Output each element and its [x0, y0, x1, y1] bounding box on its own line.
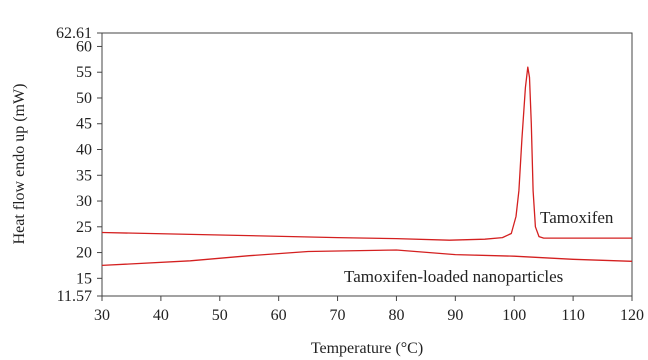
series-lines: [101, 66, 633, 267]
x-tick-label-8: 110: [561, 307, 584, 324]
y-tick-label-1: 15: [76, 270, 92, 287]
x-axis-ticks: 30 40 50 60 70 80 90 100 110 120: [94, 296, 644, 324]
y-tick-label-9: 55: [76, 64, 92, 81]
y-tick-label-10: 60: [76, 38, 92, 55]
series-label-tamoxifen: Tamoxifen: [540, 208, 614, 227]
y-axis-title: Heat flow endo up (mW): [11, 84, 28, 245]
x-tick-label-3: 60: [271, 307, 287, 324]
plot-area-frame: [101, 32, 633, 297]
y-tick-label-2: 20: [76, 245, 92, 262]
y-tick-label-7: 45: [76, 116, 92, 133]
y-tick-label-6: 40: [76, 142, 92, 159]
y-tick-label-11: 62.61: [56, 25, 92, 42]
series-label-tamoxifen-nanoparticles: Tamoxifen-loaded nanoparticles: [344, 267, 563, 286]
x-axis-title: Temperature (°C): [311, 340, 423, 357]
x-tick-label-2: 50: [212, 307, 228, 324]
x-tick-label-5: 80: [388, 307, 404, 324]
y-tick-label-0: 11.57: [57, 288, 92, 305]
series-line-1: [101, 249, 633, 267]
y-tick-label-8: 50: [76, 90, 92, 107]
y-tick-label-5: 35: [76, 167, 92, 184]
x-tick-label-0: 30: [94, 307, 110, 324]
y-tick-label-4: 30: [76, 193, 92, 210]
x-tick-label-1: 40: [153, 307, 169, 324]
x-tick-label-6: 90: [447, 307, 463, 324]
x-tick-label-7: 100: [502, 307, 526, 324]
x-tick-label-9: 120: [620, 307, 644, 324]
x-tick-label-4: 70: [330, 307, 346, 324]
series-line-0: [101, 66, 632, 241]
y-tick-label-3: 25: [76, 219, 92, 236]
